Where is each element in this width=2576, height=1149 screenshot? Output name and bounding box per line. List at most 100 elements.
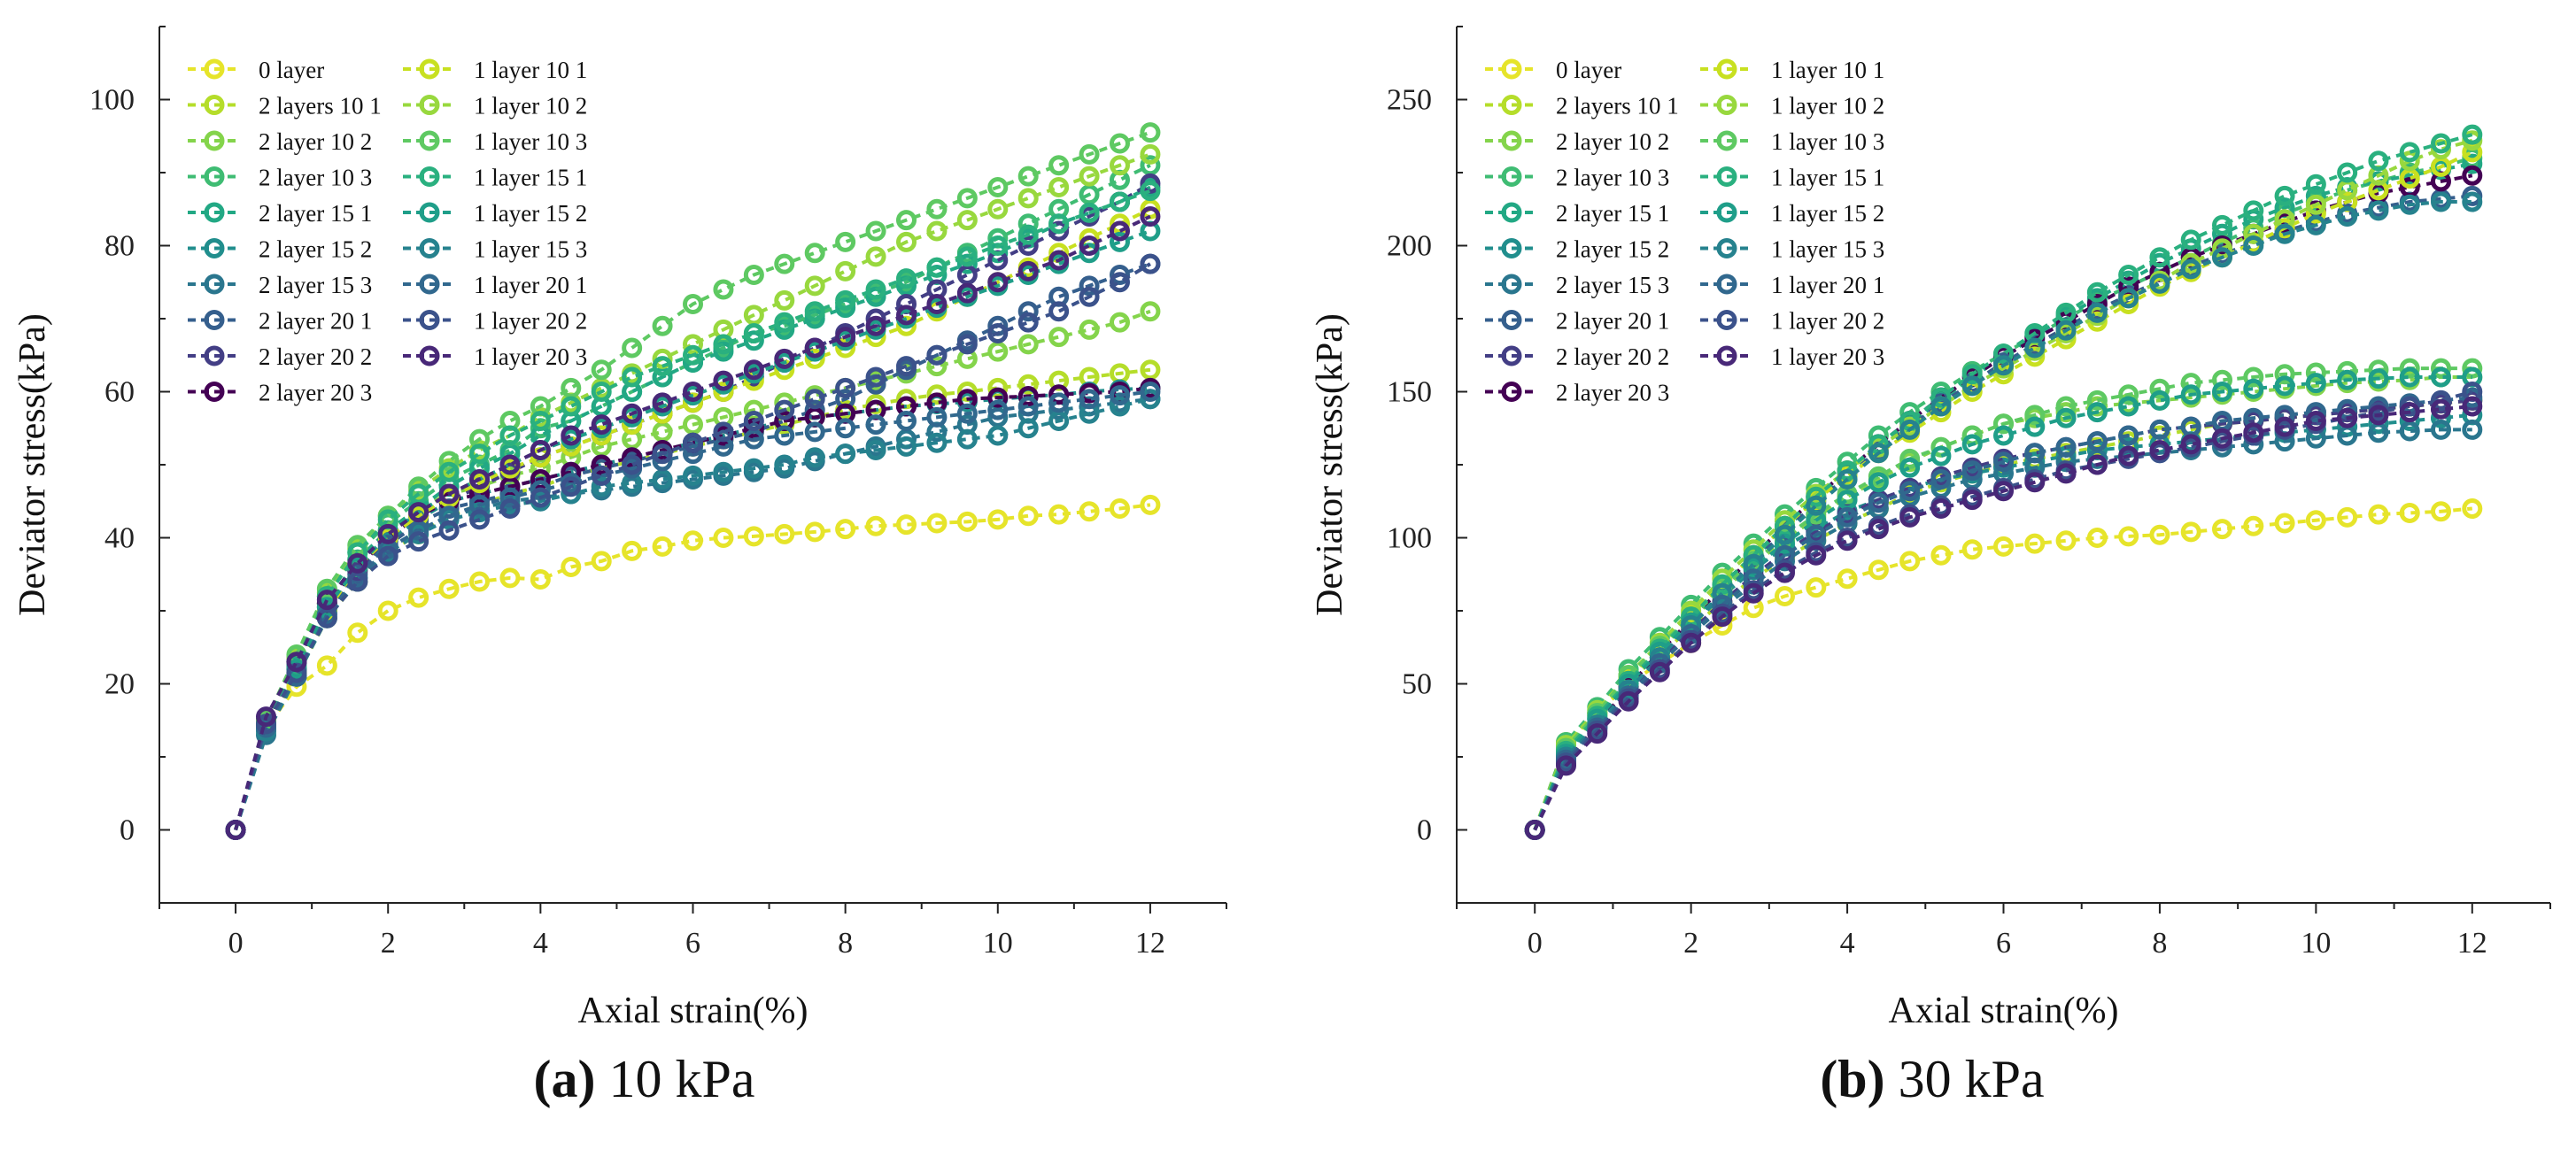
data-point (1017, 188, 1039, 209)
data-point (1110, 191, 1130, 212)
data-point (1079, 243, 1100, 264)
legend-label: 1 layer 15 3 (474, 236, 587, 263)
data-point (743, 399, 764, 420)
data-point (2368, 368, 2389, 389)
data-point (2243, 378, 2264, 399)
data-point (2024, 337, 2046, 359)
data-point (1899, 457, 1921, 478)
legend-label: 2 layer 15 2 (1556, 236, 1669, 263)
data-point (865, 440, 886, 460)
data-point (804, 447, 825, 468)
data-point (987, 235, 1009, 256)
y-tick-label: 50 (1402, 668, 1432, 701)
data-point (1110, 312, 1130, 333)
legend-label: 0 layer (1556, 57, 1621, 83)
data-point (2337, 369, 2358, 390)
data-point (1079, 389, 1100, 410)
data-point (1868, 443, 1889, 464)
data-point (835, 231, 856, 252)
data-point (743, 428, 764, 450)
data-point (1993, 425, 2014, 446)
data-point (438, 451, 460, 472)
data-point (2149, 389, 2170, 411)
data-point (1110, 265, 1130, 285)
data-point (2399, 502, 2420, 523)
panel-a: 0 20 40 60 80 100 0 2 4 6 8 10 12 Axial strain(%) Devi… (12, 26, 1227, 1108)
legend-marker (204, 95, 225, 115)
data-point (1140, 359, 1161, 381)
data-point (2462, 124, 2483, 145)
legend-label: 1 layer 10 1 (474, 57, 587, 83)
data-point (2024, 443, 2046, 464)
legend-marker (204, 310, 225, 330)
data-point (896, 268, 917, 289)
data-point (1775, 524, 1795, 545)
x-tick-label: 4 (533, 927, 548, 960)
data-point (438, 461, 460, 482)
data-point (2180, 229, 2201, 251)
data-point (1079, 501, 1100, 522)
data-point (713, 421, 734, 443)
data-point (1930, 436, 1952, 458)
data-point (530, 411, 551, 431)
data-point (1649, 661, 1670, 682)
data-point (1110, 385, 1130, 406)
data-point (2305, 510, 2326, 531)
data-point (2118, 265, 2139, 285)
data-point (1017, 224, 1039, 245)
data-point (652, 469, 673, 490)
legend-label: 1 layer 20 3 (1771, 343, 1884, 370)
data-point (1899, 506, 1921, 528)
data-point (865, 414, 886, 436)
data-point (774, 399, 795, 420)
legend-marker (1501, 95, 1522, 115)
data-point (896, 514, 917, 536)
legend-label: 2 layer 20 1 (259, 308, 372, 335)
data-point (1110, 396, 1130, 417)
data-point (469, 571, 490, 592)
data-point (438, 483, 460, 505)
data-point (652, 536, 673, 557)
data-point (2274, 416, 2295, 437)
data-point (956, 334, 978, 355)
data-point (2149, 273, 2170, 294)
data-point (499, 454, 521, 475)
legend-marker (204, 58, 225, 80)
legend-label: 2 layer 10 3 (1556, 165, 1669, 191)
data-point (2149, 524, 2170, 545)
data-point (1048, 392, 1070, 413)
data-point (1930, 396, 1952, 417)
data-point (2462, 191, 2483, 212)
legend-label: 2 layer 20 3 (1556, 380, 1669, 406)
data-point (2055, 463, 2077, 484)
data-point (2180, 258, 2201, 280)
data-point (377, 523, 398, 544)
data-point (1140, 382, 1161, 402)
series-line (1533, 506, 2472, 831)
legend-marker (1716, 130, 1737, 151)
data-point (1079, 184, 1100, 205)
legend-marker (419, 130, 440, 151)
data-point (652, 356, 673, 377)
data-point (896, 231, 917, 252)
data-point (2212, 519, 2232, 540)
data-point (652, 392, 673, 413)
y-tick-label: 0 (120, 814, 135, 847)
data-point (1110, 498, 1130, 519)
data-point (499, 567, 521, 589)
y-axis-label: Deviator stress(kPa) (1310, 313, 1350, 616)
data-point (956, 188, 978, 209)
data-point (1110, 231, 1130, 252)
legend-marker (1716, 202, 1737, 223)
data-point (1079, 166, 1100, 187)
data-point (2243, 223, 2264, 244)
data-point (652, 443, 673, 465)
legend-marker (204, 238, 225, 258)
data-point (1837, 530, 1858, 551)
data-point (1775, 562, 1795, 583)
data-point (1110, 220, 1130, 242)
data-point (1110, 213, 1130, 235)
data-point (256, 706, 276, 728)
data-point (591, 476, 612, 497)
x-tick-label: 2 (381, 927, 396, 960)
